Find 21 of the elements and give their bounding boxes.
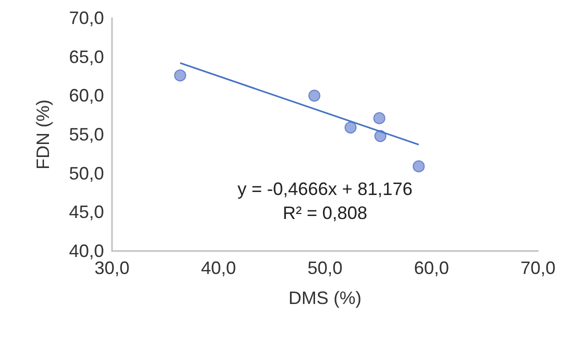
x-tick-label: 30,0 [94,258,130,278]
point [174,69,186,82]
y-tick-label: 65,0 [68,46,104,67]
x-axis-title: DMS (%) [288,288,362,308]
y-tick-label: 55,0 [68,124,104,144]
point [308,90,320,102]
point [344,122,357,134]
y-axis-title: FDN (%) [33,100,53,170]
y-tick-label: 40,0 [68,241,104,261]
x-tick-label: 60,0 [414,258,450,278]
annotation: y = -0,4666x + 81,176 [237,179,413,199]
y-tick-label: 70,0 [68,8,104,28]
x-tick-label: 40,0 [200,258,236,278]
point [373,112,386,124]
y-tick-label: 50,0 [68,163,104,184]
x-tick-label: 50,0 [307,258,343,278]
y-tick-label: 60,0 [68,86,104,106]
point [412,160,425,172]
annotation: R² = 0,808 [282,203,368,223]
x-tick-label: 70,0 [520,258,556,278]
y-tick-label: 45,0 [68,202,104,222]
